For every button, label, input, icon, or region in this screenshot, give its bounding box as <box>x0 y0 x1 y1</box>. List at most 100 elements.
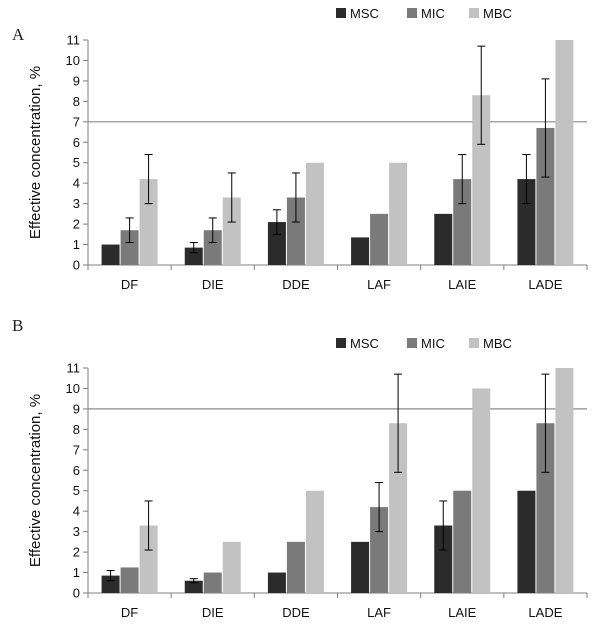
legend: MSC MIC MBC <box>336 6 512 21</box>
y-tick-label: 2 <box>73 545 80 560</box>
bar-msc-laf <box>351 541 370 593</box>
y-tick-label: 9 <box>73 73 80 88</box>
y-tick-label: 6 <box>73 135 80 150</box>
chart-panel-a: A 0 1 2 3 4 5 6 7 8 9 10 11 Effective concentration, … <box>12 6 588 292</box>
y-tick-label: 9 <box>73 401 80 416</box>
error-bar-mbc-die <box>227 172 236 223</box>
error-bar-mic-df <box>125 217 134 243</box>
y-tick-label: 5 <box>73 155 80 170</box>
y-tick-label: 11 <box>67 361 81 376</box>
y-tick-label: 1 <box>73 237 80 252</box>
legend-swatch-mbc <box>469 338 479 348</box>
error-bar-mic-dde <box>291 172 300 223</box>
legend-label: MIC <box>421 336 445 351</box>
panel-letter: B <box>12 316 23 335</box>
x-tick-label: DF <box>121 605 138 620</box>
y-tick-label: 7 <box>73 114 80 129</box>
bar-msc-laf <box>351 237 370 265</box>
y-axis-label: Effective concentration, % <box>27 394 44 567</box>
y-tick-label: 5 <box>73 483 80 498</box>
bar-mic-die <box>203 572 222 593</box>
error-bar-mic-die <box>208 217 217 243</box>
bar-mic-laie <box>453 179 472 265</box>
error-bar-msc-die <box>189 578 198 584</box>
x-tick-label: LAF <box>367 277 391 292</box>
error-bar-mic-lade <box>541 78 550 178</box>
error-bar-mbc-df <box>144 154 153 205</box>
bar-mbc-dde <box>305 162 324 265</box>
x-tick-label: LAF <box>367 605 391 620</box>
x-tick-label: DIE <box>202 277 224 292</box>
x-tick-label: DDE <box>282 605 310 620</box>
bar-mbc-laie <box>472 388 491 593</box>
bar-mbc-lade <box>555 368 574 593</box>
bar-mic-dde <box>286 197 305 265</box>
legend-swatch-mbc <box>469 8 479 18</box>
y-tick-label: 0 <box>73 586 80 601</box>
bar-msc-lade <box>517 179 536 265</box>
y-tick-label: 8 <box>73 422 80 437</box>
bar-msc-dde <box>267 572 286 593</box>
legend-swatch-msc <box>336 338 346 348</box>
bar-mic-die <box>203 230 222 265</box>
bar-mic-df <box>120 567 139 593</box>
error-bar-mbc-laie <box>477 45 486 145</box>
error-bar-msc-dde <box>272 209 281 235</box>
y-tick-label: 0 <box>73 258 80 273</box>
bar-mbc-die <box>222 541 241 593</box>
x-tick-label: LADE <box>528 277 562 292</box>
x-tick-label: DIE <box>202 605 224 620</box>
y-tick-label: 10 <box>66 381 80 396</box>
bar-msc-laie <box>434 525 453 593</box>
bar-msc-lade <box>517 490 536 593</box>
y-tick-label: 8 <box>73 94 80 109</box>
y-tick-label: 1 <box>73 565 80 580</box>
x-tick-label: LADE <box>528 605 562 620</box>
legend: MSC MIC MBC <box>336 336 512 351</box>
bar-mic-laie <box>453 490 472 593</box>
y-tick-label: 6 <box>73 463 80 478</box>
y-tick-label: 3 <box>73 524 80 539</box>
x-tick-label: LAIE <box>448 605 477 620</box>
x-tick-label: LAIE <box>448 277 477 292</box>
y-axis-label: Effective concentration, % <box>27 66 44 239</box>
error-bar-mbc-laf <box>394 373 403 473</box>
error-bar-mbc-df <box>144 500 153 551</box>
bar-msc-df <box>101 575 120 593</box>
bar-msc-df <box>101 244 120 265</box>
legend-label: MIC <box>421 6 445 21</box>
legend-swatch-msc <box>336 8 346 18</box>
error-bar-msc-die <box>189 242 198 254</box>
bar-msc-die <box>184 247 203 265</box>
bar-mbc-die <box>222 197 241 265</box>
bar-mbc-laie <box>472 95 491 266</box>
legend-label: MSC <box>350 336 379 351</box>
bar-mic-lade <box>536 127 555 265</box>
error-bar-mic-laie <box>458 154 467 205</box>
panel-letter: A <box>12 25 25 44</box>
error-bar-msc-lade <box>522 154 531 205</box>
y-tick-label: 11 <box>67 33 81 48</box>
bar-msc-dde <box>267 222 286 265</box>
legend-label: MBC <box>483 6 512 21</box>
error-bar-msc-laie <box>439 500 448 551</box>
bar-mbc-laf <box>389 423 408 593</box>
bar-mbc-dde <box>305 490 324 593</box>
x-tick-label: DF <box>121 277 138 292</box>
bar-msc-die <box>184 580 203 593</box>
y-tick-label: 7 <box>73 442 80 457</box>
bar-mic-dde <box>286 541 305 593</box>
bar-mbc-lade <box>555 40 574 265</box>
y-tick-label: 4 <box>73 504 80 519</box>
y-tick-label: 3 <box>73 196 80 211</box>
legend-label: MBC <box>483 336 512 351</box>
y-tick-label: 4 <box>73 176 80 191</box>
legend-swatch-mic <box>407 338 417 348</box>
legend-swatch-mic <box>407 8 417 18</box>
x-tick-label: DDE <box>282 277 310 292</box>
bar-mbc-df <box>139 525 158 593</box>
bar-mic-lade <box>536 423 555 593</box>
error-bar-msc-df <box>106 570 115 582</box>
chart-panel-b: B 0 1 2 3 4 5 6 7 8 9 10 11 Effective concentration, … <box>12 316 588 620</box>
